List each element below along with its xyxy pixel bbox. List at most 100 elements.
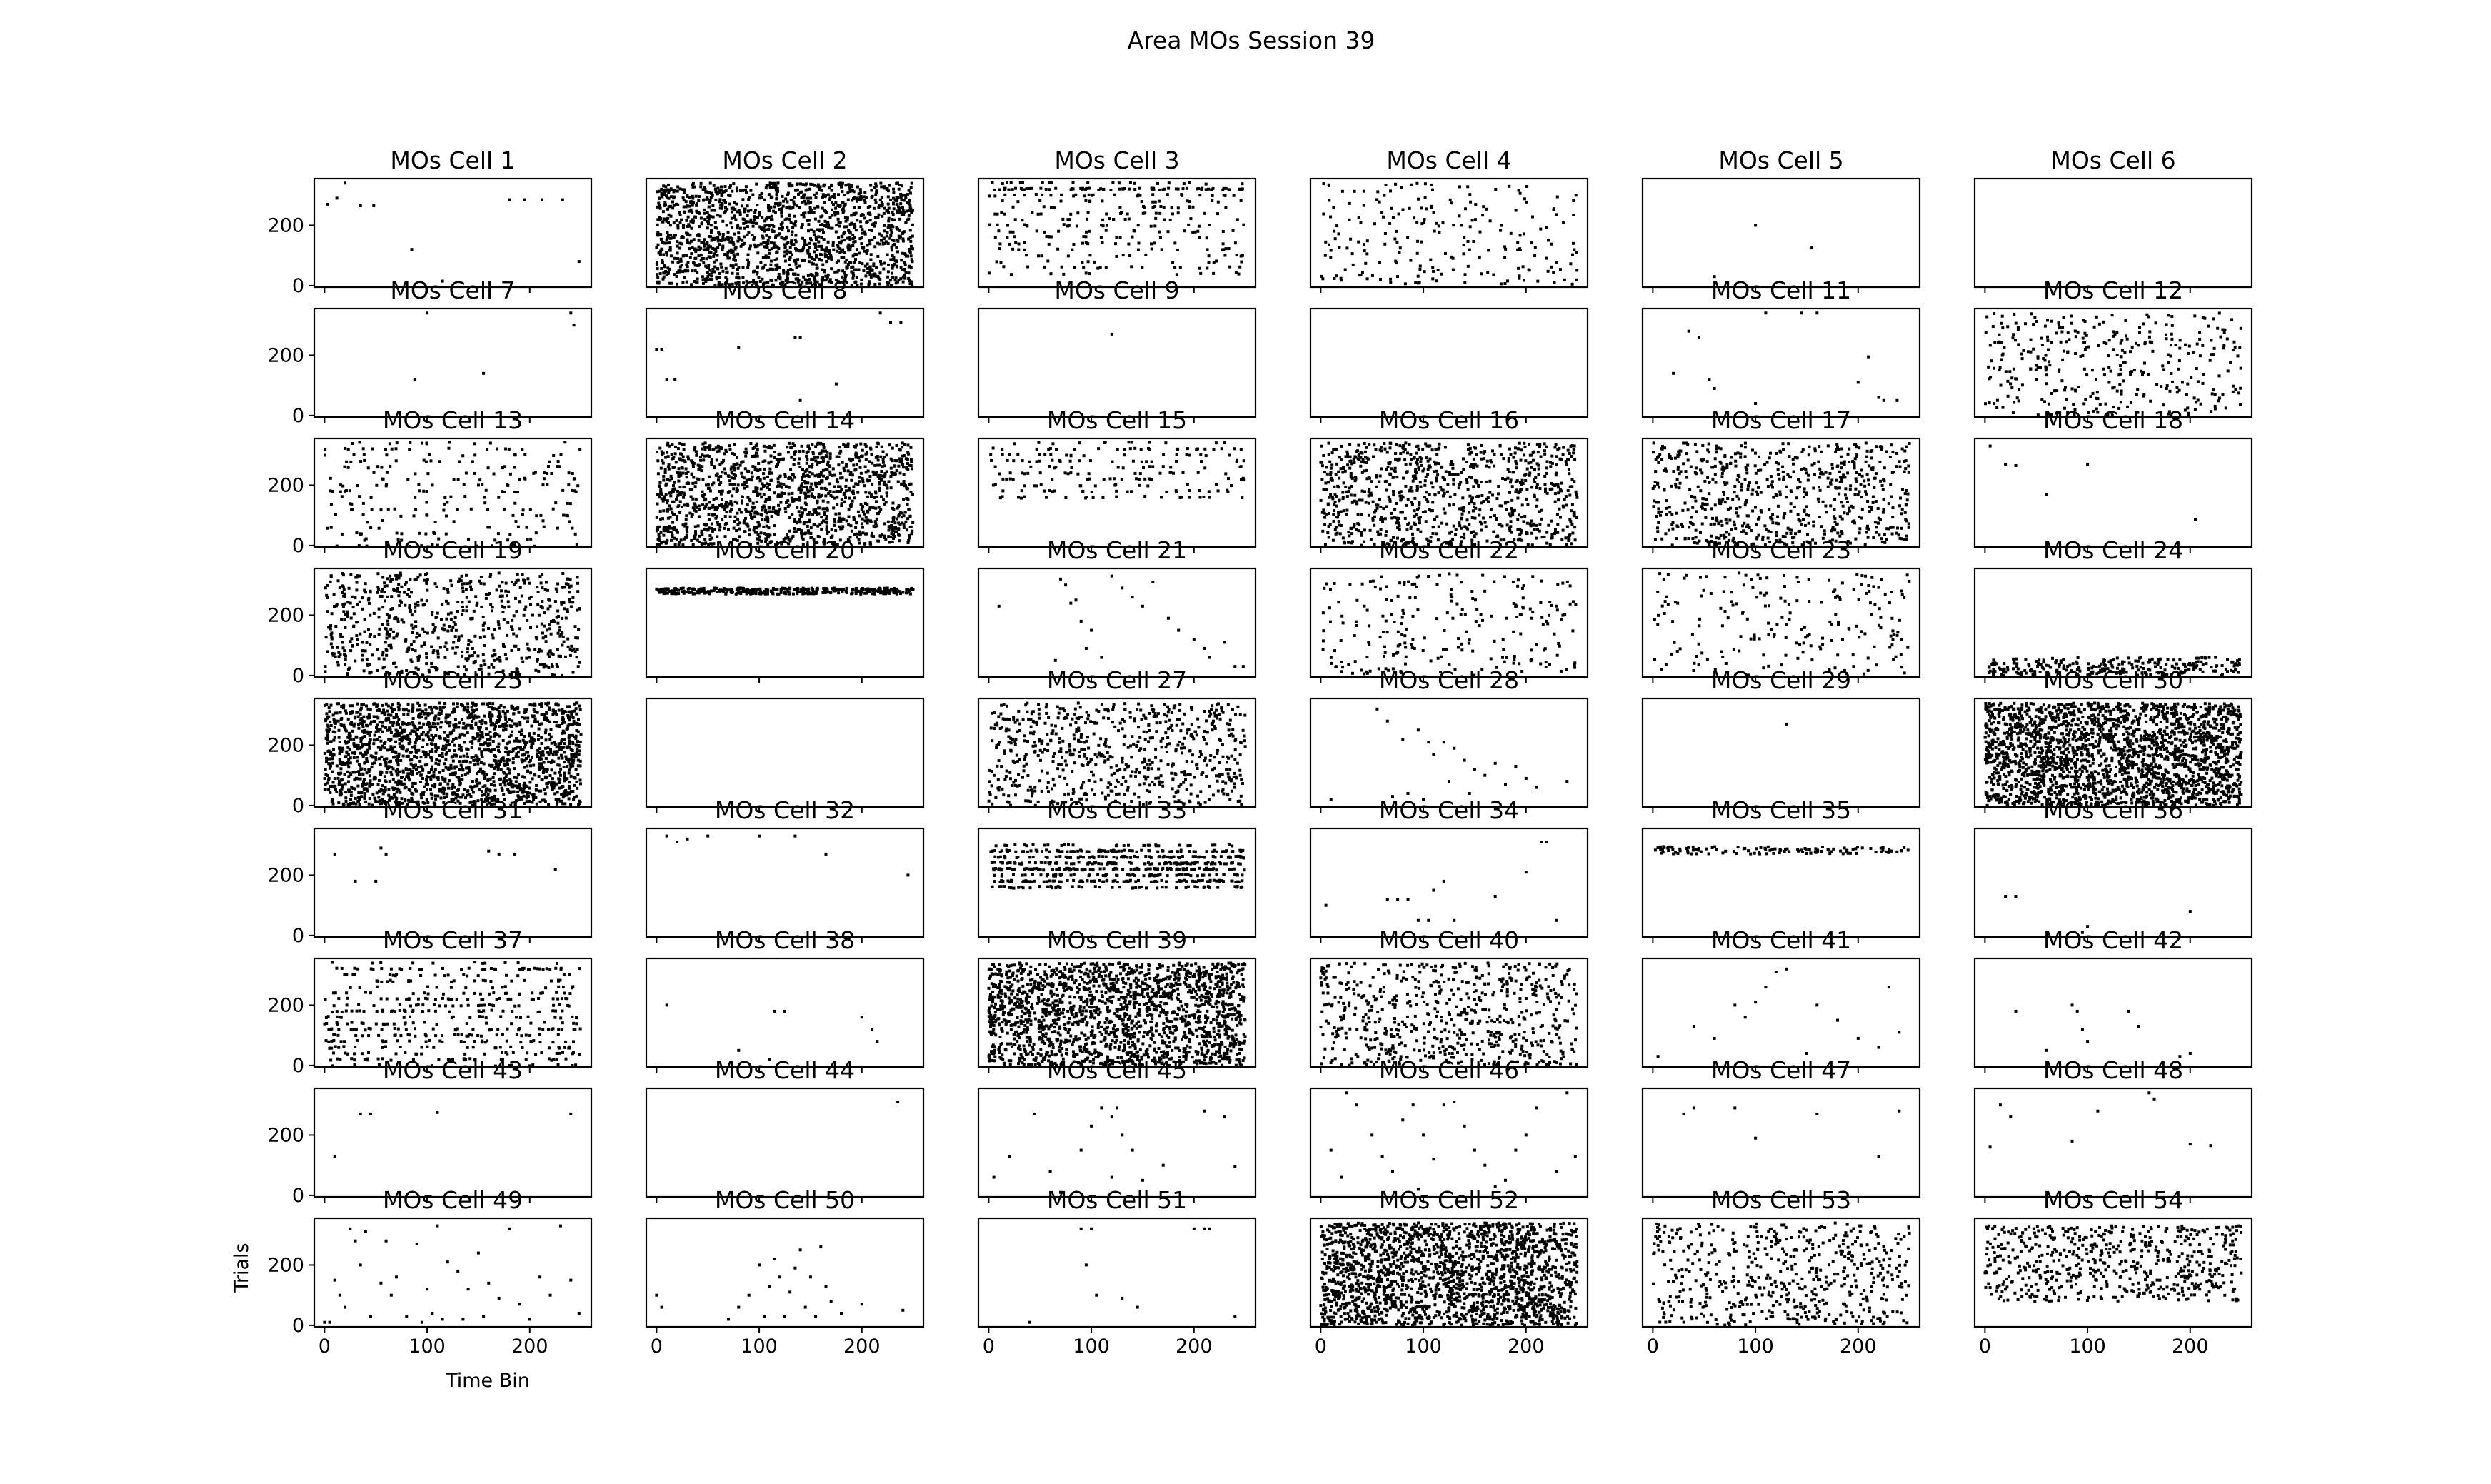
spike-mark (1204, 454, 1208, 458)
spike-mark (749, 189, 753, 192)
spike-mark (837, 259, 840, 263)
spike-mark (361, 501, 365, 505)
spike-mark (908, 264, 911, 268)
spike-mark (660, 493, 663, 496)
spike-mark (2048, 364, 2052, 367)
spike-mark (2015, 396, 2019, 400)
spike-mark (709, 251, 713, 254)
spike-mark (1227, 247, 1231, 250)
spike-mark (737, 236, 741, 239)
spike-mark (1147, 477, 1151, 481)
spike-mark (818, 475, 822, 478)
spike-mark (1047, 242, 1051, 246)
spike-mark (861, 479, 865, 483)
spike-mark (793, 202, 796, 206)
spike-mark (826, 531, 829, 534)
spike-mark (1431, 486, 1435, 489)
spike-mark (706, 275, 710, 279)
spike-mark (769, 196, 773, 199)
spike-mark (821, 206, 824, 210)
spike-mark (2083, 348, 2087, 351)
spike-mark (815, 274, 818, 277)
spike-mark (1550, 536, 1553, 540)
spike-mark (911, 493, 914, 496)
spike-mark (2065, 340, 2068, 344)
spike-mark (2050, 413, 2053, 416)
spike-mark (1348, 443, 1352, 446)
spike-mark (887, 219, 891, 223)
spike-mark (2016, 328, 2020, 331)
spike-mark (771, 218, 774, 221)
spike-mark (1170, 206, 1173, 209)
spike-mark (683, 524, 687, 528)
spike-mark (681, 236, 685, 239)
spike-mark (741, 495, 744, 498)
spike-mark (1104, 266, 1108, 269)
spike-mark (891, 210, 894, 214)
spike-mark (755, 182, 758, 186)
spike-mark (703, 454, 706, 458)
spike-mark (2201, 381, 2205, 385)
spike-mark (801, 249, 804, 252)
spike-mark (816, 249, 819, 251)
spike-mark (868, 205, 872, 208)
spike-mark (1207, 490, 1211, 493)
spike-mark (1198, 489, 1201, 493)
spike-mark (826, 508, 829, 512)
spike-mark (2003, 346, 2006, 349)
spike-mark (2039, 366, 2042, 369)
spike-mark (2213, 404, 2217, 408)
spike-mark (1332, 519, 1335, 523)
spike-mark (2132, 369, 2136, 372)
spike-mark (2187, 351, 2190, 355)
spike-mark (1487, 500, 1490, 503)
spike-mark (730, 507, 733, 511)
spike-mark (1011, 230, 1015, 234)
spike-mark (697, 504, 701, 508)
spike-mark (1383, 517, 1387, 521)
spike-mark (1984, 331, 1988, 334)
spike-mark (840, 183, 843, 186)
spike-mark (809, 239, 813, 242)
spike-mark (706, 246, 710, 250)
spike-mark (2016, 326, 2020, 329)
spike-mark (701, 275, 704, 279)
spike-mark (791, 269, 794, 272)
spike-mark (807, 211, 811, 214)
spike-mark (2095, 396, 2098, 400)
spike-mark (426, 311, 429, 315)
spike-mark (1337, 232, 1340, 236)
spike-mark (506, 538, 510, 542)
spike-mark (881, 465, 884, 468)
spike-mark (668, 241, 671, 245)
spike-mark (2217, 399, 2220, 403)
spike-mark (1373, 542, 1376, 546)
spike-mark (1545, 471, 1548, 475)
spike-mark (656, 205, 659, 209)
spike-mark (821, 468, 825, 472)
spike-mark (830, 184, 833, 188)
spike-mark (843, 260, 847, 264)
spike-mark (828, 196, 832, 200)
spike-mark (823, 511, 826, 515)
spike-mark (996, 212, 999, 216)
spike-mark (1145, 460, 1148, 463)
spike-mark (1497, 485, 1500, 488)
spike-mark (705, 257, 708, 261)
spike-mark (820, 516, 823, 519)
spike-mark (667, 467, 671, 471)
spike-mark (1133, 471, 1137, 475)
spike-mark (790, 496, 793, 500)
spike-mark (733, 483, 736, 486)
spike-mark (763, 532, 766, 536)
spike-mark (1474, 203, 1478, 206)
spike-mark (739, 511, 743, 514)
spike-mark (901, 239, 905, 243)
spike-mark (400, 538, 404, 542)
spike-mark (887, 281, 891, 285)
spike-mark (1133, 229, 1136, 233)
spike-mark (879, 534, 883, 538)
spike-mark (877, 539, 880, 543)
spike-mark (1345, 246, 1349, 250)
spike-mark (872, 473, 876, 476)
